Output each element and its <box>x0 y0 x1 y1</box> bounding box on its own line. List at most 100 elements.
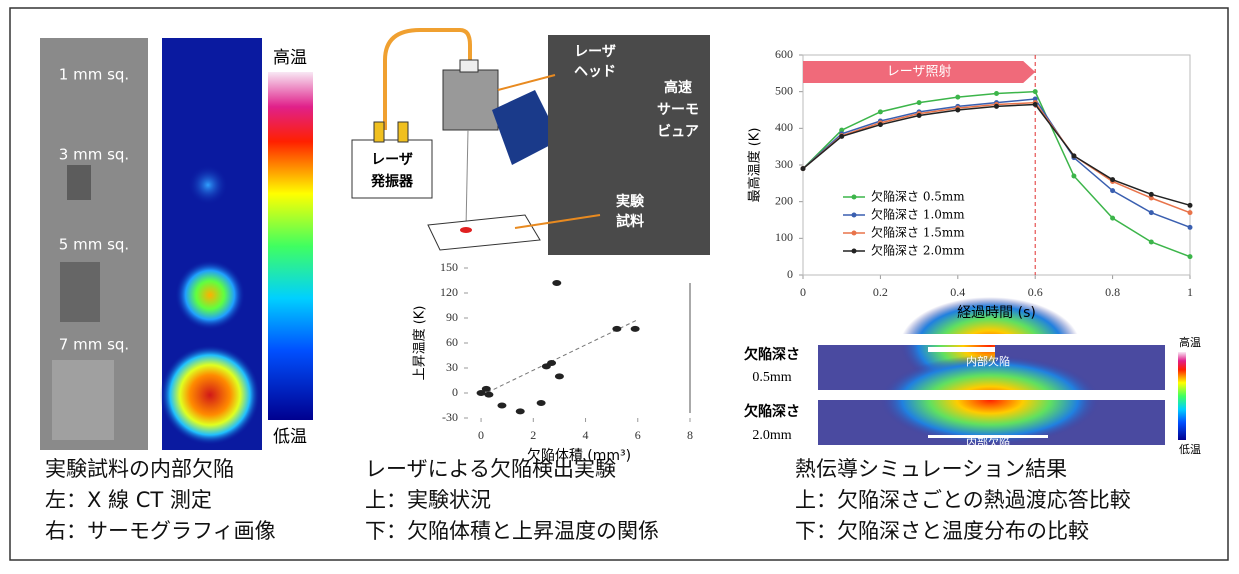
y-tick-label: 120 <box>440 285 458 299</box>
label: レーザ <box>574 44 616 60</box>
point <box>1188 210 1193 215</box>
y-tick-label: 100 <box>775 230 793 244</box>
oscillator-port <box>398 122 408 142</box>
x-tick-label: 0.8 <box>1105 285 1120 299</box>
point <box>484 392 493 398</box>
annotation: レーザ照射 <box>887 64 952 80</box>
point <box>516 408 525 414</box>
row-label: 2.0mm <box>752 428 791 443</box>
y-tick-label: 30 <box>446 360 458 374</box>
arrow <box>498 75 555 90</box>
point <box>1188 254 1193 259</box>
plot-frame <box>803 55 1190 275</box>
y-tick-label: 0 <box>787 267 793 281</box>
y-tick-label: -30 <box>442 410 458 424</box>
series-line <box>803 99 1190 227</box>
y-tick-label: 400 <box>775 120 793 134</box>
thermo-spot <box>160 345 260 445</box>
ct-defect <box>67 165 91 200</box>
point <box>994 104 999 109</box>
size-label: 5 mm sq. <box>59 236 129 254</box>
point <box>1110 216 1115 221</box>
point <box>1188 203 1193 208</box>
caption: 上：欠陥深さごとの熱過渡応答比較 <box>795 488 1131 512</box>
x-tick-label: 0 <box>478 428 484 442</box>
colorbar <box>268 72 313 420</box>
oscillator-port <box>374 122 384 142</box>
point <box>1071 174 1076 179</box>
sample-plate <box>428 215 540 250</box>
legend-label: 欠陥深さ 2.0mm <box>871 243 965 258</box>
x-tick-label: 0.6 <box>1028 285 1043 299</box>
x-axis-label: 欠陥体積 (mm³) <box>527 447 631 464</box>
point <box>917 100 922 105</box>
legend-marker <box>852 249 857 254</box>
legend-marker <box>852 195 857 200</box>
laser-spot <box>460 227 472 233</box>
point <box>1149 210 1154 215</box>
caption: 左：X 線 CT 測定 <box>45 488 212 512</box>
ct-defect <box>60 262 100 322</box>
colorbar-low: 低温 <box>273 427 307 447</box>
row-label: 0.5mm <box>752 370 791 385</box>
laser-head-box <box>443 70 498 130</box>
label: 実験 <box>616 193 645 210</box>
point <box>878 122 883 127</box>
colorbar-low: 低温 <box>1179 443 1201 456</box>
point <box>878 109 883 114</box>
size-label: 7 mm sq. <box>59 336 129 354</box>
label: サーモ <box>657 102 699 118</box>
point <box>1110 177 1115 182</box>
point <box>955 95 960 100</box>
y-tick-label: 150 <box>440 260 458 274</box>
gap <box>818 390 1168 400</box>
point <box>839 134 844 139</box>
laser-head-top <box>460 60 478 72</box>
y-axis-label: 上昇温度 (K) <box>412 306 428 381</box>
x-tick-label: 1 <box>1187 285 1193 299</box>
point <box>994 91 999 96</box>
point <box>801 166 806 171</box>
colorbar <box>1178 352 1186 440</box>
row-label: 欠陥深さ <box>744 403 800 420</box>
defect-label: 内部欠陥 <box>966 354 1010 368</box>
label: ヘッド <box>574 64 616 80</box>
y-tick-label: 300 <box>775 157 793 171</box>
x-tick-label: 6 <box>635 428 641 442</box>
caption: 熱伝導シミュレーション結果 <box>795 457 1067 481</box>
label: 高速 <box>664 79 692 96</box>
y-tick-label: 200 <box>775 193 793 207</box>
point <box>955 108 960 113</box>
label: 発振器 <box>370 173 414 190</box>
laser-beam <box>466 130 468 228</box>
label: レーザ <box>371 152 413 168</box>
y-tick-label: 90 <box>446 310 458 324</box>
point <box>482 386 491 392</box>
series-line <box>803 103 1190 213</box>
point <box>1110 188 1115 193</box>
y-tick-label: 500 <box>775 83 793 97</box>
y-tick-label: 0 <box>452 385 458 399</box>
point <box>1033 89 1038 94</box>
colorbar-high: 高温 <box>273 48 307 68</box>
point <box>547 360 556 366</box>
x-tick-label: 0.2 <box>873 285 888 299</box>
label: ビュア <box>657 124 699 140</box>
point <box>1033 102 1038 107</box>
label: 試料 <box>616 213 644 230</box>
point <box>1149 240 1154 245</box>
thermo-spot <box>175 260 245 330</box>
thermo-spot <box>188 165 228 205</box>
point <box>555 373 564 379</box>
y-tick-label: 600 <box>775 47 793 61</box>
page: { "ct_panel": { "labels": ["1 mm sq.", "… <box>0 0 1239 574</box>
point <box>1149 192 1154 197</box>
colorbar-high: 高温 <box>1179 335 1201 349</box>
point <box>1071 153 1076 158</box>
point <box>1188 225 1193 230</box>
caption: 右：サーモグラフィ画像 <box>45 519 276 543</box>
row-label: 欠陥深さ <box>744 346 800 363</box>
point <box>631 326 640 332</box>
figure: 高温 低温 レーザ ヘッド 高速 サーモ ビュア レーザ 発振器 実験 試料 高… <box>0 0 1239 570</box>
legend-label: 欠陥深さ 1.0mm <box>871 207 965 222</box>
